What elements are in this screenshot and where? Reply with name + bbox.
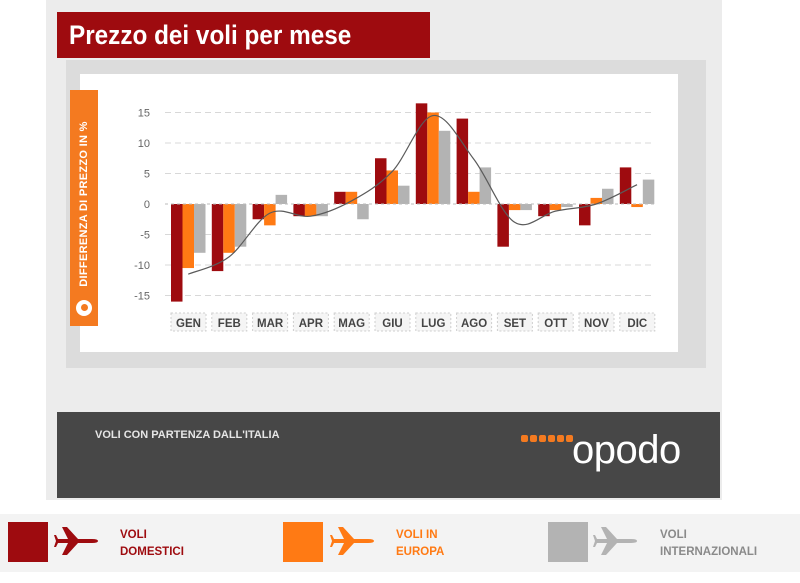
bar-europe: [427, 112, 439, 204]
brand-dots-icon: [521, 435, 573, 442]
x-tick-box: [292, 312, 329, 332]
x-tick-box: [619, 312, 656, 332]
x-tick-label: APR: [299, 318, 324, 330]
x-tick-box: [537, 312, 574, 332]
x-tick-box: [578, 312, 615, 332]
bar-domestic: [579, 204, 591, 226]
x-tick-label: MAR: [257, 318, 284, 330]
x-tick-box: [333, 312, 370, 332]
x-tick-label: OTT: [544, 318, 567, 330]
x-tick-label: DIC: [627, 318, 647, 330]
bar-domestic: [211, 204, 224, 272]
bar-international: [194, 204, 206, 253]
x-tick-label: LUG: [421, 318, 445, 330]
bar-international: [561, 204, 573, 208]
x-tick-box: [211, 312, 248, 332]
y-tick-label: 15: [138, 108, 150, 120]
airplane-icon: [330, 527, 374, 555]
bar-international: [234, 204, 247, 247]
bar-domestic: [252, 204, 265, 220]
bar-domestic: [456, 118, 469, 204]
bar-europe: [631, 204, 643, 208]
y-tick-label: 5: [144, 169, 150, 181]
bar-international: [398, 185, 410, 204]
bar-europe: [304, 204, 317, 217]
bar-international: [602, 188, 614, 204]
brand-logo: opodo: [572, 428, 681, 472]
bar-international: [642, 179, 655, 204]
bar-international: [479, 167, 492, 204]
bar-international: [275, 194, 288, 204]
y-tick-label: -10: [134, 260, 150, 272]
x-tick-label: FEB: [218, 318, 241, 330]
footer-bar: [57, 412, 720, 498]
x-tick-box: [456, 312, 493, 332]
x-tick-box: [374, 312, 411, 332]
bar-international: [316, 204, 328, 217]
x-tick-label: AGO: [461, 318, 487, 330]
bar-europe: [468, 191, 480, 204]
x-tick-label: GIU: [382, 318, 402, 330]
x-tick-label: NOV: [584, 318, 609, 330]
bar-europe: [590, 197, 602, 204]
x-tick-box: [252, 312, 289, 332]
legend-swatch-europe: [283, 522, 323, 562]
y-tick-label: -5: [140, 230, 150, 242]
bar-domestic: [619, 167, 632, 204]
y-axis-label-box: [70, 90, 98, 326]
bar-europe: [508, 204, 521, 211]
bar-europe: [223, 204, 235, 253]
y-tick-label: -15: [134, 291, 150, 303]
bar-domestic: [375, 158, 387, 204]
bar-europe: [386, 170, 398, 204]
x-tick-box: [415, 312, 452, 332]
bar-europe: [345, 191, 358, 204]
bar-international: [520, 204, 532, 211]
legend-swatch-international: [548, 522, 588, 562]
title-banner: [57, 12, 430, 58]
bar-domestic: [538, 204, 550, 217]
bar-domestic: [415, 103, 428, 204]
footer-caption: VOLI CON PARTENZA DALL'ITALIA: [95, 429, 280, 441]
bar-europe: [182, 204, 194, 269]
bar-domestic: [334, 191, 346, 204]
x-tick-label: MAG: [338, 318, 365, 330]
airplane-icon: [54, 527, 98, 555]
legend: [0, 514, 800, 572]
bar-domestic: [497, 204, 509, 247]
legend-label-europe: VOLI IN EUROPA: [396, 529, 445, 558]
bar-international: [438, 130, 451, 204]
legend-label-international: VOLI INTERNAZIONALI: [660, 529, 758, 558]
bar-domestic: [171, 204, 183, 302]
y-tick-label: 10: [138, 138, 150, 150]
bar-international: [357, 204, 369, 220]
x-tick-box: [170, 312, 207, 332]
legend-swatch-domestic: [8, 522, 48, 562]
bar-domestic: [293, 204, 305, 217]
legend-label-domestic: VOLI DOMESTICI: [120, 529, 184, 558]
x-tick-box: [496, 312, 533, 332]
opodo-logo-icon: [76, 300, 92, 316]
x-tick-label: SET: [504, 318, 526, 330]
bar-europe: [549, 204, 562, 211]
trend-line: [188, 114, 638, 275]
chart-title: Prezzo dei voli per mese: [69, 20, 352, 50]
airplane-icon: [593, 527, 637, 555]
y-tick-label: 0: [144, 199, 150, 211]
bar-europe: [264, 204, 276, 226]
x-tick-label: GEN: [176, 318, 201, 330]
